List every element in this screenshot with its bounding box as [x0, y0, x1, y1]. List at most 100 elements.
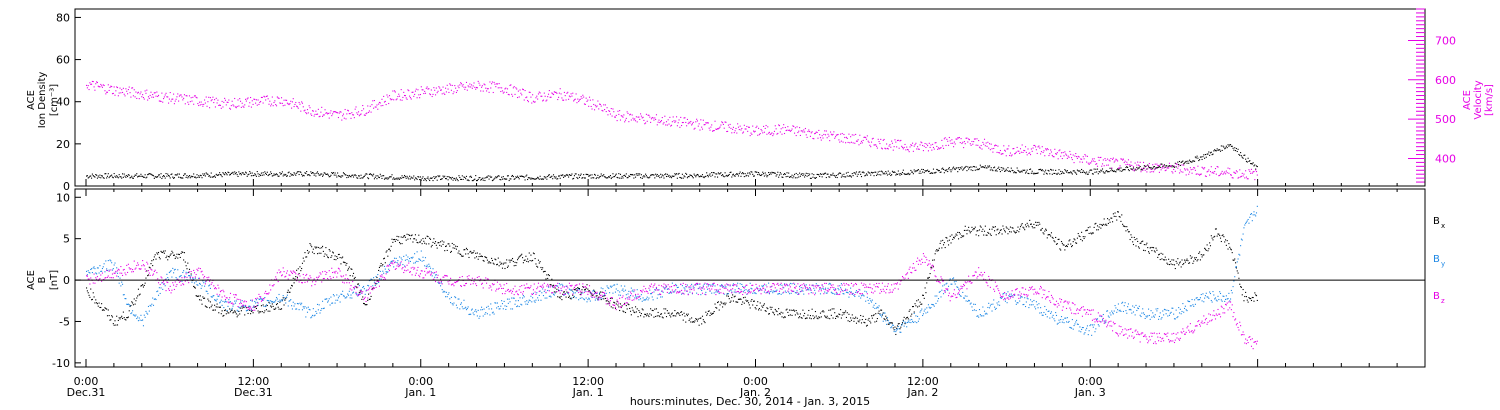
velocity-point	[644, 123, 646, 125]
by-point	[358, 285, 360, 287]
velocity-point	[282, 105, 284, 107]
bx-point	[1137, 246, 1140, 248]
bx-point	[897, 323, 899, 325]
bx-point	[923, 297, 925, 299]
velocity-point	[421, 89, 423, 91]
bx-point	[518, 256, 520, 258]
velocity-point	[373, 99, 375, 102]
velocity-point	[1152, 164, 1154, 166]
velocity-point	[448, 91, 450, 94]
density-point	[235, 172, 237, 174]
density-point	[833, 174, 835, 176]
by-point	[499, 308, 501, 310]
bx-point	[799, 316, 801, 318]
density-point	[433, 176, 435, 178]
velocity-point	[506, 88, 509, 90]
density-point	[748, 172, 750, 174]
bx-point	[1233, 259, 1235, 261]
density-point	[277, 175, 279, 177]
bx-point	[492, 262, 494, 264]
by-point	[148, 310, 150, 312]
velocity-point	[1188, 173, 1190, 175]
by-point	[362, 286, 364, 289]
velocity-point	[195, 96, 197, 98]
velocity-point	[681, 121, 683, 124]
bx-point	[1024, 229, 1026, 231]
velocity-point	[234, 97, 236, 100]
bx-point	[1031, 225, 1033, 228]
density-point	[1092, 173, 1094, 175]
by-point	[91, 271, 93, 274]
velocity-point	[752, 130, 755, 132]
velocity-point	[446, 84, 448, 86]
velocity-point	[289, 103, 291, 105]
velocity-point	[140, 91, 142, 93]
velocity-point	[953, 146, 955, 148]
bx-point	[410, 235, 412, 237]
density-point	[530, 178, 532, 180]
bx-point	[849, 320, 851, 323]
density-point	[1205, 156, 1207, 158]
density-point	[460, 178, 462, 180]
bx-point	[712, 312, 714, 314]
density-point	[1126, 166, 1128, 168]
by-point	[495, 302, 497, 304]
velocity-point	[976, 138, 978, 140]
bx-point	[1178, 264, 1180, 266]
bx-point	[372, 287, 374, 289]
bx-point	[658, 315, 660, 317]
by-point	[360, 289, 362, 291]
velocity-point	[1038, 145, 1040, 147]
bx-point	[203, 297, 206, 299]
bx-point	[592, 294, 594, 296]
density-point	[590, 177, 592, 179]
velocity-point	[1208, 169, 1210, 171]
velocity-point	[694, 127, 696, 129]
bx-point	[1004, 231, 1006, 233]
bx-point	[768, 313, 770, 315]
velocity-point	[272, 105, 274, 107]
density-point	[803, 173, 805, 175]
bx-point	[917, 299, 919, 301]
bx-point	[308, 251, 310, 253]
density-point	[926, 169, 928, 172]
density-point	[200, 175, 202, 177]
by-point	[265, 305, 267, 308]
density-point	[145, 177, 147, 179]
bx-point	[562, 293, 564, 295]
velocity-point	[1206, 171, 1208, 173]
velocity-point	[1177, 167, 1179, 169]
bx-point	[870, 322, 872, 324]
bx-point	[198, 299, 201, 301]
by-point	[491, 308, 493, 310]
density-point	[1091, 169, 1093, 171]
density-point	[443, 176, 445, 178]
bx-point	[733, 296, 735, 298]
bx-point	[620, 306, 622, 309]
velocity-point	[930, 144, 932, 146]
velocity-point	[932, 143, 934, 145]
velocity-point	[146, 89, 148, 91]
velocity-point	[1072, 154, 1074, 156]
bx-point	[819, 317, 821, 319]
density-point	[476, 179, 478, 182]
bx-point	[305, 256, 307, 258]
x-tick-date-label: Jan. 1	[572, 386, 604, 399]
velocity-point	[1084, 153, 1086, 156]
by-point	[118, 282, 120, 284]
by-point	[401, 259, 403, 261]
density-point	[299, 171, 301, 173]
velocity-point	[892, 149, 894, 151]
velocity-point	[157, 94, 160, 96]
velocity-point	[527, 101, 529, 103]
density-point	[172, 176, 174, 178]
bx-point	[121, 317, 124, 320]
density-point	[635, 173, 637, 175]
density-point	[593, 177, 595, 179]
velocity-point	[472, 85, 474, 87]
density-point	[806, 175, 808, 177]
bx-point	[1132, 243, 1135, 246]
bx-point	[752, 304, 754, 306]
bx-point	[1127, 229, 1129, 231]
density-point	[831, 174, 833, 176]
